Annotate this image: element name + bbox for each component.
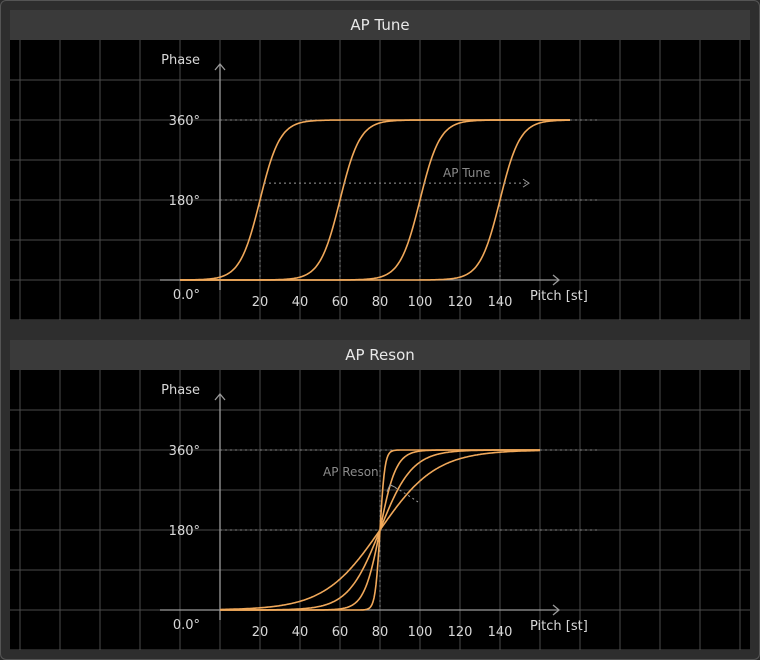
x-axis-arrow bbox=[552, 274, 561, 286]
ap-reson-panel: AP Reson Phase Pitch [st] 360° 180° 0.0° 20 40… bbox=[10, 340, 750, 650]
y-axis-arrow bbox=[214, 62, 226, 71]
reson-annotation-arrowhead bbox=[386, 483, 397, 492]
phase-curve bbox=[180, 119, 571, 281]
panel-title: AP Tune bbox=[10, 10, 750, 40]
y-tick-label: 0.0° bbox=[173, 618, 200, 633]
x-tick-label: 140 bbox=[488, 625, 513, 640]
x-axis-label: Pitch [st] bbox=[530, 289, 588, 304]
x-tick-label: 80 bbox=[372, 625, 389, 640]
y-axis-label: Phase bbox=[161, 53, 200, 68]
x-tick-label: 140 bbox=[488, 295, 513, 310]
tune-annotation-arrowhead bbox=[522, 178, 530, 188]
x-axis-label: Pitch [st] bbox=[530, 619, 588, 634]
x-tick-label: 100 bbox=[408, 295, 433, 310]
x-tick-label: 120 bbox=[448, 295, 473, 310]
y-tick-label: 360° bbox=[169, 114, 200, 129]
x-tick-label: 120 bbox=[448, 625, 473, 640]
y-tick-label: 180° bbox=[169, 524, 200, 539]
ap-tune-panel: AP Tune Phase Pitch [st] 360° 180° 0.0° 20 40 6… bbox=[10, 10, 750, 320]
y-tick-label: 360° bbox=[169, 444, 200, 459]
panel-title: AP Reson bbox=[10, 340, 750, 370]
y-axis-arrow bbox=[214, 392, 226, 401]
x-tick-label: 80 bbox=[372, 295, 389, 310]
reson-annotation-label: AP Reson bbox=[323, 465, 379, 479]
x-tick-label: 20 bbox=[252, 625, 269, 640]
x-tick-label: 60 bbox=[332, 625, 349, 640]
y-tick-label: 180° bbox=[169, 194, 200, 209]
grid-lines bbox=[10, 370, 750, 650]
x-tick-label: 40 bbox=[292, 625, 309, 640]
y-axis-label: Phase bbox=[161, 383, 200, 398]
x-tick-label: 40 bbox=[292, 295, 309, 310]
x-tick-label: 20 bbox=[252, 295, 269, 310]
y-tick-label: 0.0° bbox=[173, 288, 200, 303]
x-tick-label: 100 bbox=[408, 625, 433, 640]
x-tick-label: 60 bbox=[332, 295, 349, 310]
tune-annotation-label: AP Tune bbox=[443, 166, 490, 180]
x-axis-arrow bbox=[552, 604, 561, 616]
phase-curve bbox=[220, 449, 540, 611]
ap-reson-chart: Phase Pitch [st] 360° 180° 0.0° 20 40 60 80 100 12… bbox=[10, 370, 750, 650]
grid-lines bbox=[10, 40, 750, 320]
ap-tune-chart: Phase Pitch [st] 360° 180° 0.0° 20 40 60 80 100 12… bbox=[10, 40, 750, 320]
